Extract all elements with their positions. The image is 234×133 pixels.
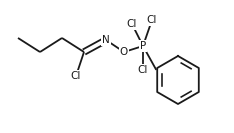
Text: N: N bbox=[102, 35, 110, 45]
Text: O: O bbox=[120, 47, 128, 57]
Text: Cl: Cl bbox=[138, 65, 148, 75]
Text: Cl: Cl bbox=[147, 15, 157, 25]
Text: Cl: Cl bbox=[71, 71, 81, 81]
Text: Cl: Cl bbox=[127, 19, 137, 29]
Text: P: P bbox=[140, 41, 146, 51]
